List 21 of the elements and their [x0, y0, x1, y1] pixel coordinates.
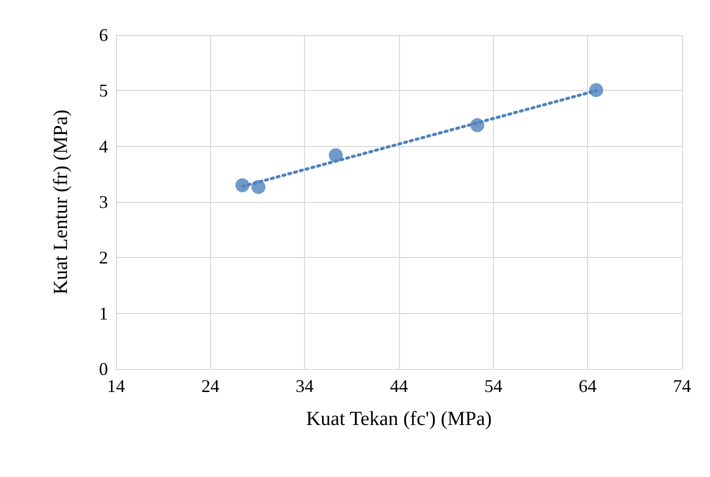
x-tick-label: 74: [673, 376, 691, 396]
y-tick-label: 2: [99, 248, 108, 268]
point: [470, 118, 484, 132]
x-tick-label: 24: [201, 376, 220, 396]
y-tick-label: 4: [99, 136, 108, 156]
point: [235, 178, 250, 192]
x-tick-label: 34: [296, 376, 314, 396]
point: [589, 83, 604, 98]
x-tick-label: 14: [107, 376, 125, 396]
y-axis-title: Kuat Lentur (fr) (MPa): [50, 110, 72, 294]
point: [251, 180, 266, 194]
y-tick-label: 3: [99, 192, 108, 212]
x-axis-title: Kuat Tekan (fc') (MPa): [306, 408, 492, 430]
point: [328, 148, 343, 162]
y-tick-label: 6: [99, 25, 108, 45]
x-tick-label: 64: [578, 376, 597, 396]
x-tick-label: 54: [484, 376, 502, 396]
x-tick-label: 44: [390, 376, 408, 396]
y-tick-label: 5: [99, 80, 108, 101]
y-tick-label: 0: [99, 359, 108, 379]
y-tick-label: 1: [99, 303, 108, 324]
